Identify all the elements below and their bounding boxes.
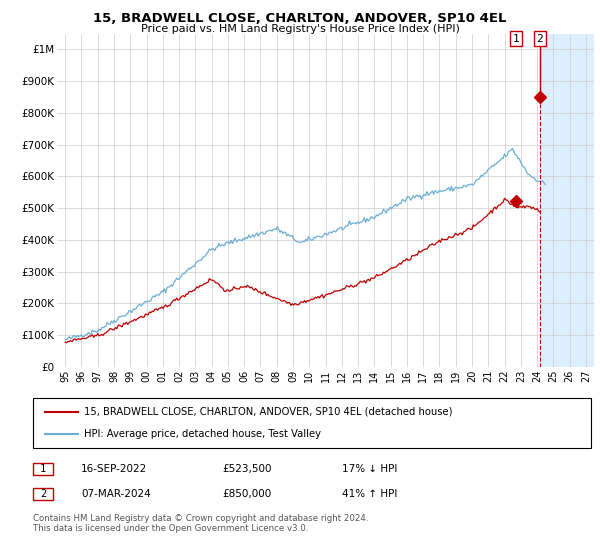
Text: 15, BRADWELL CLOSE, CHARLTON, ANDOVER, SP10 4EL: 15, BRADWELL CLOSE, CHARLTON, ANDOVER, S… — [93, 12, 507, 25]
Text: 1: 1 — [512, 34, 520, 44]
Text: 41% ↑ HPI: 41% ↑ HPI — [342, 489, 397, 499]
Text: 2: 2 — [536, 34, 543, 44]
Text: HPI: Average price, detached house, Test Valley: HPI: Average price, detached house, Test… — [84, 429, 321, 439]
Text: 1: 1 — [40, 464, 46, 474]
Text: £523,500: £523,500 — [222, 464, 271, 474]
Text: £850,000: £850,000 — [222, 489, 271, 499]
Text: 07-MAR-2024: 07-MAR-2024 — [81, 489, 151, 499]
Text: 17% ↓ HPI: 17% ↓ HPI — [342, 464, 397, 474]
Text: Contains HM Land Registry data © Crown copyright and database right 2024.
This d: Contains HM Land Registry data © Crown c… — [33, 514, 368, 534]
Text: 15, BRADWELL CLOSE, CHARLTON, ANDOVER, SP10 4EL (detached house): 15, BRADWELL CLOSE, CHARLTON, ANDOVER, S… — [84, 407, 452, 417]
Text: 2: 2 — [40, 489, 46, 499]
Text: 16-SEP-2022: 16-SEP-2022 — [81, 464, 147, 474]
Bar — [540, 34, 594, 367]
Text: Price paid vs. HM Land Registry's House Price Index (HPI): Price paid vs. HM Land Registry's House … — [140, 24, 460, 34]
